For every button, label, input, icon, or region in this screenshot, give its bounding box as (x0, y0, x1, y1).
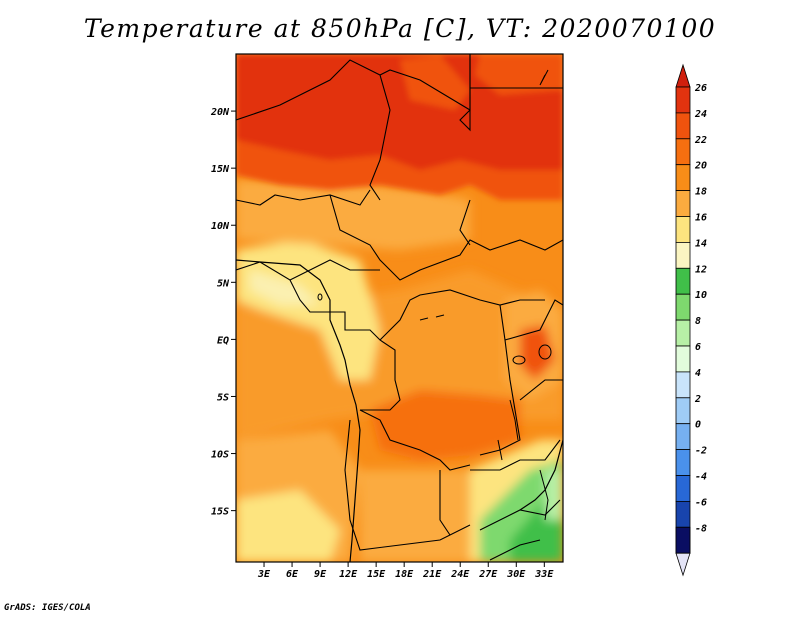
x-tick-label: 9E (314, 569, 327, 580)
colorbar-label: 10 (695, 290, 707, 301)
y-tick-label: 15N (211, 164, 230, 175)
colorbar-swatch (675, 371, 691, 399)
x-tick-label: 33E (534, 569, 554, 580)
colorbar-swatch (675, 319, 691, 347)
colorbar-swatch (675, 423, 691, 451)
x-tick-label: 18E (395, 569, 414, 580)
temperature-field (236, 54, 563, 562)
colorbar-label: 8 (695, 316, 701, 327)
coastline-east (519, 439, 563, 511)
y-tick-label: EQ (217, 335, 229, 346)
zone-gulf-guinea-core (250, 270, 320, 305)
zone-east-highlands-hot (520, 325, 555, 380)
zone-west-inland (236, 180, 470, 250)
colorbar-label: 14 (695, 238, 707, 249)
x-tick-label: 3E (257, 569, 271, 580)
zone-southwest-cool (236, 490, 340, 562)
x-axis: 3E 6E 9E 12E 15E 18E 21E 24E 27E 30E 33E (257, 562, 554, 580)
coastline-west (236, 259, 361, 562)
x-tick-label: 15E (367, 569, 386, 580)
y-axis: 20N 15N 10N 5N EQ 5S 10S 15S (210, 107, 236, 518)
colorbar-label: 16 (695, 213, 707, 224)
chart-title: Temperature at 850hPa [C], VT: 202007010… (83, 14, 717, 43)
y-tick-label: 10N (211, 221, 230, 232)
y-tick-label: 5S (217, 392, 229, 403)
x-tick-label: 21E (422, 569, 442, 580)
colorbar-label: 26 (694, 83, 707, 94)
colorbar-label: 22 (694, 135, 707, 146)
colorbar-swatch (675, 500, 691, 528)
colorbar-label: -8 (695, 523, 707, 534)
colorbar-label: 2 (694, 394, 701, 405)
coastline-redsea (539, 69, 549, 86)
zone-zambia (360, 470, 480, 562)
y-tick-label: 5N (217, 278, 230, 289)
colorbar-swatch (675, 216, 691, 243)
x-tick-label: 30E (506, 569, 526, 580)
colorbar-bottom-arrow (675, 552, 691, 577)
colorbar-swatch (675, 190, 691, 217)
colorbar-label: -6 (695, 497, 707, 508)
colorbar-swatch (675, 138, 691, 166)
colorbar-label: -4 (695, 472, 707, 483)
colorbar-label: 0 (695, 420, 701, 431)
x-tick-label: 12E (339, 569, 358, 580)
colorbar-swatch (675, 475, 691, 502)
y-tick-label: 15S (211, 507, 229, 518)
colorbar-label: 24 (694, 109, 707, 120)
colorbar-swatch (675, 267, 691, 295)
colorbar-bottom-swatch (675, 526, 691, 554)
colorbar-label: 4 (695, 368, 701, 379)
colorbar-top-arrow (675, 63, 691, 88)
colorbar-swatch (675, 241, 691, 269)
colorbar-swatch (675, 164, 691, 191)
plot-frame (235, 53, 564, 563)
colorbar-swatch (675, 293, 691, 321)
colorbar-label: -2 (695, 446, 707, 457)
y-tick-label: 20N (210, 107, 230, 118)
colorbar-swatch (675, 345, 691, 373)
colorbar-label: 20 (694, 161, 707, 172)
zone-north-pocket (400, 55, 470, 110)
country-borders (236, 54, 563, 561)
y-tick-label: 10S (211, 450, 229, 461)
colorbar-label: 18 (695, 187, 707, 198)
zone-northeast-pocket (475, 54, 563, 95)
colorbar-swatch (675, 449, 691, 476)
x-tick-label: 27E (478, 569, 498, 580)
colorbar-swatch (675, 86, 691, 114)
colorbar-swatch (675, 397, 691, 425)
colorbar-swatch (675, 112, 691, 140)
lakes (317, 293, 552, 521)
zone-mozambique-coast (545, 470, 563, 520)
zone-angola-hot (370, 390, 520, 460)
colorbar-label: 12 (695, 264, 707, 275)
zone-north-hot (236, 54, 563, 170)
x-tick-label: 6E (286, 569, 299, 580)
x-tick-label: 24E (450, 569, 470, 580)
colorbar-label: 6 (695, 342, 701, 353)
grads-credit: GrADS: IGES/COLA (4, 603, 91, 613)
